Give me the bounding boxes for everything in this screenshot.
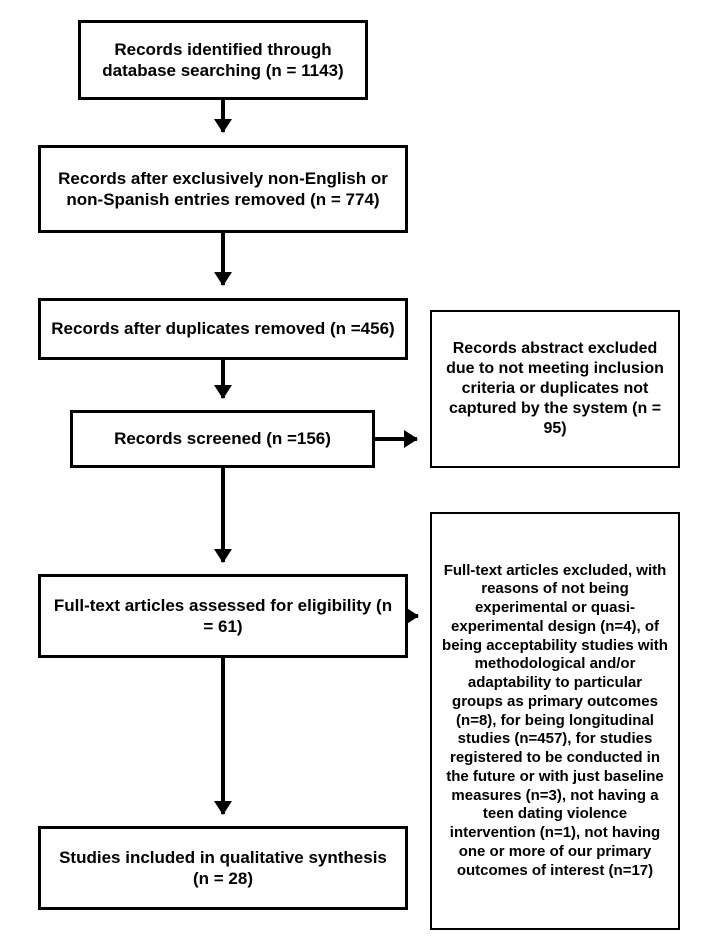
flowchart-canvas: Records identified through database sear…: [0, 0, 704, 951]
node-fulltext-excluded: Full-text articles excluded, with reason…: [430, 512, 680, 930]
flow-arrow-down-icon: [221, 100, 225, 132]
flow-arrow-right-icon: [408, 614, 418, 618]
flow-arrow-down-icon: [221, 360, 225, 398]
flow-arrow-right-icon: [375, 437, 417, 441]
node-duplicates-removed: Records after duplicates removed (n =456…: [38, 298, 408, 360]
node-abstract-excluded: Records abstract excluded due to not mee…: [430, 310, 680, 468]
flow-arrow-down-icon: [221, 658, 225, 814]
node-label: Records abstract excluded due to not mee…: [442, 339, 668, 439]
node-fulltext-assessed: Full-text articles assessed for eligibil…: [38, 574, 408, 658]
flow-arrow-down-icon: [221, 468, 225, 562]
flow-arrow-down-icon: [221, 233, 225, 285]
node-records-identified: Records identified through database sear…: [78, 20, 368, 100]
node-label: Records after duplicates removed (n =456…: [51, 318, 394, 339]
node-records-screened: Records screened (n =156): [70, 410, 375, 468]
node-label: Records identified through database sear…: [91, 39, 355, 82]
node-records-lang-removed: Records after exclusively non-English or…: [38, 145, 408, 233]
node-label: Records screened (n =156): [114, 428, 331, 449]
node-label: Records after exclusively non-English or…: [51, 168, 395, 211]
node-label: Studies included in qualitative synthesi…: [51, 847, 395, 890]
node-label: Full-text articles excluded, with reason…: [442, 562, 668, 881]
node-label: Full-text articles assessed for eligibil…: [51, 595, 395, 638]
node-studies-included: Studies included in qualitative synthesi…: [38, 826, 408, 910]
